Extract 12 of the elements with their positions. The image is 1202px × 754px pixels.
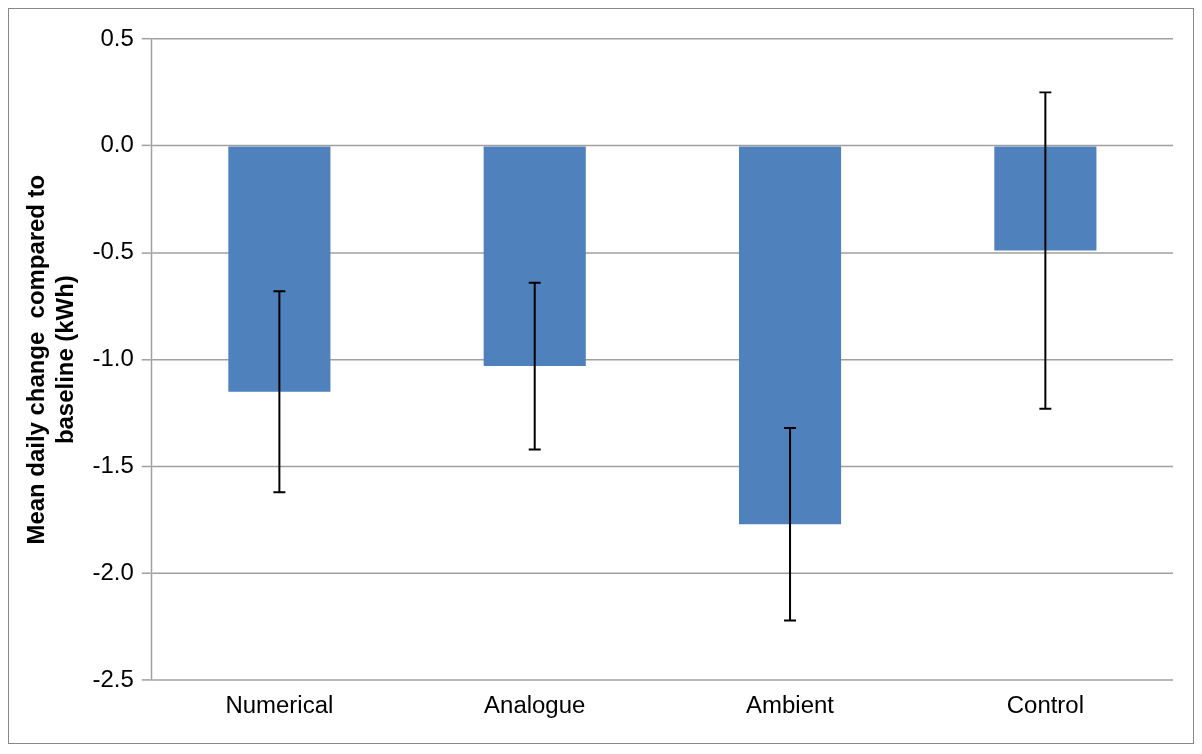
- x-tick-label: Numerical: [225, 691, 334, 719]
- y-tick-label: 0.0: [100, 130, 134, 158]
- x-tick-label: Ambient: [746, 691, 835, 719]
- y-axis-title: Mean daily change compared to baseline (kWh): [21, 174, 78, 545]
- y-tick-label: -2.5: [92, 664, 134, 692]
- y-tick-label: -2.0: [92, 558, 134, 586]
- y-tick-label: -1.0: [92, 344, 134, 372]
- y-tick-label: -1.5: [92, 451, 134, 479]
- x-tick-label: Analogue: [484, 691, 586, 719]
- y-tick-label: 0.5: [100, 23, 134, 51]
- y-tick-label: -0.5: [92, 237, 134, 265]
- x-tick-label: Control: [1006, 691, 1084, 719]
